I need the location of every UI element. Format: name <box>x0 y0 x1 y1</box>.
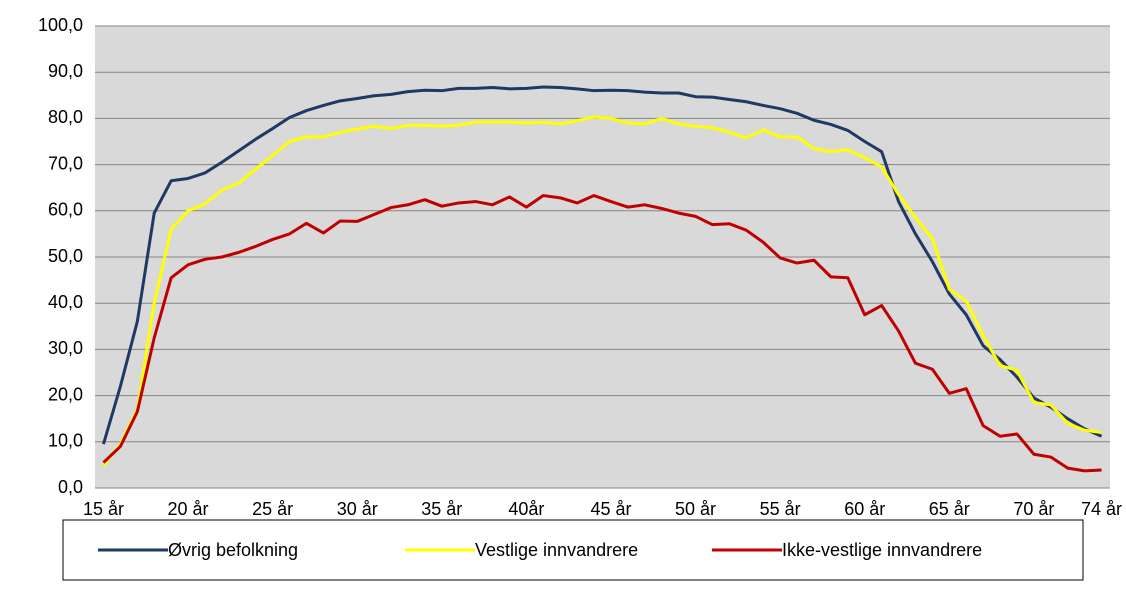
x-tick-label: 30 år <box>337 499 378 519</box>
x-tick-label: 55 år <box>760 499 801 519</box>
y-tick-label: 100,0 <box>38 15 83 35</box>
y-tick-label: 90,0 <box>48 61 83 81</box>
x-tick-label: 20 år <box>168 499 209 519</box>
legend-label: Vestlige innvandrere <box>475 540 638 560</box>
x-tick-label: 35 år <box>421 499 462 519</box>
y-tick-label: 10,0 <box>48 431 83 451</box>
x-tick-label: 74 år <box>1081 499 1122 519</box>
y-tick-label: 0,0 <box>58 477 83 497</box>
legend-label: Øvrig befolkning <box>168 540 298 560</box>
x-tick-label: 65 år <box>929 499 970 519</box>
y-tick-label: 80,0 <box>48 107 83 127</box>
series-line <box>102 115 1102 467</box>
series-line <box>102 194 1102 473</box>
y-tick-label: 50,0 <box>48 246 83 266</box>
x-tick-label: 40år <box>508 499 544 519</box>
x-tick-label: 50 år <box>675 499 716 519</box>
x-tick-label: 70 år <box>1013 499 1054 519</box>
y-tick-label: 60,0 <box>48 200 83 220</box>
y-tick-label: 30,0 <box>48 338 83 358</box>
legend-box <box>62 519 1084 581</box>
series-line <box>102 85 1103 445</box>
x-tick-label: 15 år <box>83 499 124 519</box>
x-tick-label: 60 år <box>844 499 885 519</box>
y-tick-label: 70,0 <box>48 153 83 173</box>
y-tick-label: 20,0 <box>48 384 83 404</box>
legend-label: Ikke-vestlige innvandrere <box>782 540 982 560</box>
x-tick-label: 45 år <box>590 499 631 519</box>
x-tick-label: 25 år <box>252 499 293 519</box>
y-tick-label: 40,0 <box>48 292 83 312</box>
